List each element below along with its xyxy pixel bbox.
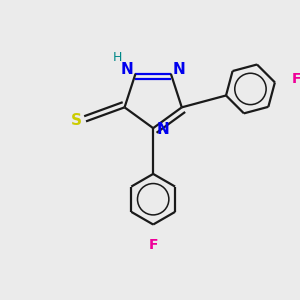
Text: N: N: [156, 122, 169, 137]
Text: N: N: [121, 62, 134, 77]
Text: H: H: [113, 51, 122, 64]
Text: F: F: [148, 238, 158, 252]
Text: S: S: [71, 112, 82, 128]
Text: F: F: [292, 72, 300, 86]
Text: N: N: [173, 62, 185, 77]
